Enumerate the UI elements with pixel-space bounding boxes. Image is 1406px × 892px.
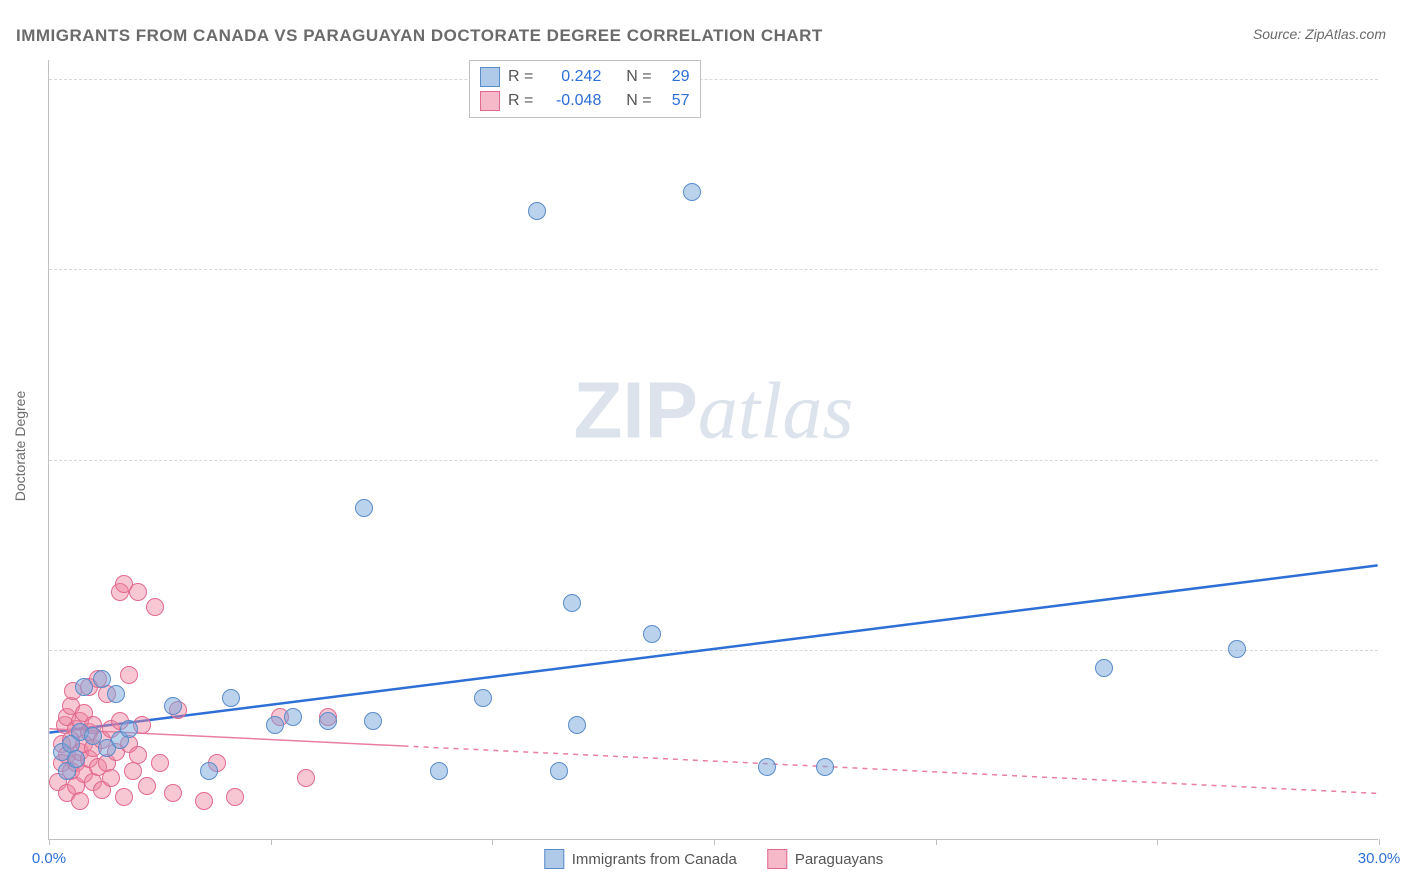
data-point-blue [200, 762, 218, 780]
data-point-blue [164, 697, 182, 715]
gridline [49, 650, 1378, 651]
x-tick [271, 839, 272, 845]
legend-swatch-blue-icon [544, 849, 564, 869]
swatch-blue-icon [480, 67, 500, 87]
watermark-zip: ZIP [573, 365, 697, 454]
data-point-blue [93, 670, 111, 688]
x-tick [714, 839, 715, 845]
stats-N-blue: 29 [660, 68, 690, 86]
trendlines [49, 60, 1378, 839]
data-point-blue [1095, 659, 1113, 677]
data-point-blue [683, 183, 701, 201]
data-point-blue [430, 762, 448, 780]
swatch-pink-icon [480, 91, 500, 111]
gridline [49, 269, 1378, 270]
data-point-pink [146, 598, 164, 616]
legend-label-blue: Immigrants from Canada [572, 851, 737, 868]
data-point-blue [75, 678, 93, 696]
chart-title: IMMIGRANTS FROM CANADA VS PARAGUAYAN DOC… [16, 26, 823, 46]
data-point-blue [319, 712, 337, 730]
data-point-blue [364, 712, 382, 730]
data-point-blue [1228, 640, 1246, 658]
x-tick [1379, 839, 1380, 845]
data-point-blue [550, 762, 568, 780]
y-axis-title: Doctorate Degree [12, 391, 28, 502]
data-point-blue [222, 689, 240, 707]
data-point-blue [107, 685, 125, 703]
x-tick [49, 839, 50, 845]
data-point-pink [151, 754, 169, 772]
y-tick-label: 10.0% [1388, 451, 1406, 468]
data-point-blue [816, 758, 834, 776]
x-tick [1157, 839, 1158, 845]
data-point-blue [266, 716, 284, 734]
stats-row-blue: R = 0.242 N = 29 [480, 65, 690, 89]
stats-R-pink: -0.048 [541, 92, 601, 110]
y-tick-label: 15.0% [1388, 261, 1406, 278]
gridline [49, 460, 1378, 461]
legend-item-pink: Paraguayans [767, 849, 883, 869]
watermark: ZIPatlas [573, 364, 853, 457]
source-credit: Source: ZipAtlas.com [1253, 26, 1386, 42]
stats-N-label: N = [626, 68, 651, 86]
bottom-legend: Immigrants from Canada Paraguayans [544, 849, 883, 869]
stats-N-label2: N = [626, 92, 651, 110]
data-point-pink [129, 746, 147, 764]
data-point-pink [71, 792, 89, 810]
legend-item-blue: Immigrants from Canada [544, 849, 737, 869]
data-point-pink [297, 769, 315, 787]
legend-label-pink: Paraguayans [795, 851, 883, 868]
legend-swatch-pink-icon [767, 849, 787, 869]
data-point-blue [474, 689, 492, 707]
data-point-pink [226, 788, 244, 806]
data-point-blue [355, 499, 373, 517]
data-point-pink [164, 784, 182, 802]
data-point-pink [124, 762, 142, 780]
stats-R-label: R = [508, 68, 533, 86]
data-point-pink [115, 788, 133, 806]
data-point-blue [120, 720, 138, 738]
y-tick-label: 5.0% [1388, 641, 1406, 658]
data-point-blue [284, 708, 302, 726]
stats-R-blue: 0.242 [541, 68, 601, 86]
y-tick-label: 20.0% [1388, 71, 1406, 88]
watermark-atlas: atlas [698, 367, 854, 455]
data-point-blue [568, 716, 586, 734]
stats-row-pink: R = -0.048 N = 57 [480, 89, 690, 113]
data-point-pink [138, 777, 156, 795]
x-tick [492, 839, 493, 845]
data-point-blue [758, 758, 776, 776]
data-point-pink [120, 666, 138, 684]
data-point-pink [129, 583, 147, 601]
data-point-pink [195, 792, 213, 810]
stats-N-pink: 57 [660, 92, 690, 110]
stats-R-label2: R = [508, 92, 533, 110]
plot-area: ZIPatlas 5.0%10.0%15.0%20.0% 0.0%30.0% R… [48, 60, 1378, 840]
data-point-blue [643, 625, 661, 643]
x-tick-label: 0.0% [32, 850, 66, 867]
data-point-pink [102, 769, 120, 787]
x-tick [936, 839, 937, 845]
gridline [49, 79, 1378, 80]
data-point-blue [563, 594, 581, 612]
stats-box: R = 0.242 N = 29 R = -0.048 N = 57 [469, 60, 701, 118]
data-point-blue [528, 202, 546, 220]
data-point-blue [67, 750, 85, 768]
x-tick-label: 30.0% [1358, 850, 1401, 867]
